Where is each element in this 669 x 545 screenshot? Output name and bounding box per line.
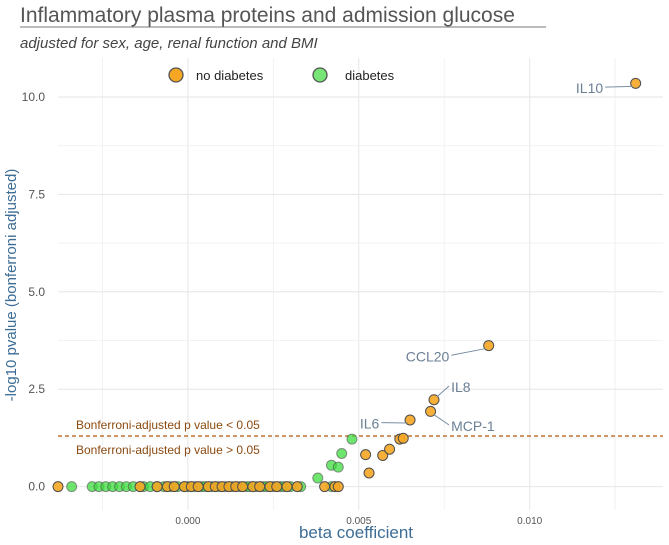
data-point-diabetes: [333, 462, 343, 472]
data-point-no-diabetes: [405, 415, 415, 425]
point-label-il10: IL10: [576, 80, 603, 96]
y-tick-label: 2.5: [28, 382, 45, 396]
threshold-label-above: Bonferroni-adjusted p value < 0.05: [76, 418, 260, 432]
label-leader-line: [605, 86, 632, 87]
legend: no diabetes diabetes: [169, 68, 395, 83]
label-leader-line: [437, 386, 449, 397]
legend-label-diabetes: diabetes: [345, 68, 395, 83]
data-point-no-diabetes: [53, 482, 63, 492]
data-point-no-diabetes: [361, 450, 371, 460]
data-point-no-diabetes: [238, 482, 248, 492]
legend-marker-no-diabetes: [169, 68, 183, 82]
y-tick-label: 10.0: [22, 90, 46, 104]
legend-label-no-diabetes: no diabetes: [196, 68, 264, 83]
data-point-no-diabetes: [333, 482, 343, 492]
point-label-il6: IL6: [360, 416, 380, 432]
data-point-no-diabetes: [255, 482, 265, 492]
data-point-no-diabetes: [385, 444, 395, 454]
threshold-label-below: Bonferroni-adjusted p value > 0.05: [76, 443, 260, 457]
x-tick-label: 0.000: [175, 516, 200, 527]
data-point-diabetes: [313, 473, 323, 483]
data-point-no-diabetes: [320, 482, 330, 492]
y-tick-label: 0.0: [28, 480, 45, 494]
data-point-no-diabetes: [292, 482, 302, 492]
point-label-mcp-1: MCP-1: [451, 418, 495, 434]
data-point-diabetes: [347, 434, 357, 444]
data-point-diabetes: [337, 449, 347, 459]
label-leader-line: [434, 414, 450, 425]
y-axis-label: -log10 pvalue (bonferroni adjusted): [3, 169, 20, 402]
data-point-no-diabetes: [364, 468, 374, 478]
label-leader-line: [451, 349, 485, 356]
data-point-diabetes: [67, 482, 77, 492]
data-point-no-diabetes: [193, 482, 203, 492]
point-label-il8: IL8: [451, 379, 471, 395]
x-axis-label: beta coefficient: [299, 523, 413, 540]
data-point-no-diabetes: [169, 482, 179, 492]
data-point-no-diabetes: [282, 482, 292, 492]
data-point-no-diabetes: [272, 482, 282, 492]
x-tick-label: 0.010: [517, 516, 542, 527]
y-tick-label: 7.5: [28, 187, 45, 201]
legend-marker-diabetes: [313, 68, 327, 82]
data-point-no-diabetes: [135, 482, 145, 492]
data-point-no-diabetes: [398, 433, 408, 443]
point-label-ccl20: CCL20: [406, 348, 450, 364]
data-point-no-diabetes: [152, 482, 162, 492]
chart-title: Inflammatory plasma proteins and admissi…: [20, 4, 515, 27]
chart-subtitle: adjusted for sex, age, renal function an…: [20, 35, 318, 52]
y-tick-label: 5.0: [28, 285, 45, 299]
